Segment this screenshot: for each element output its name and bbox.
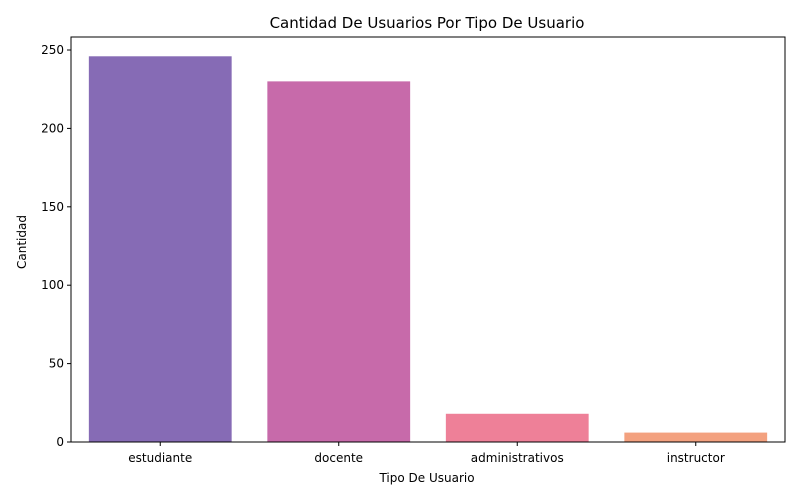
y-tick-label: 200 bbox=[41, 121, 64, 135]
y-tick-label: 50 bbox=[49, 357, 64, 371]
bars-group bbox=[88, 56, 768, 443]
y-axis-ticks: 0 50 100 150 200 250 bbox=[41, 43, 71, 449]
x-axis-ticks: estudiante docente administrativos instruct… bbox=[128, 442, 725, 465]
bar-instructor bbox=[624, 432, 768, 442]
x-tick-label-estudiante: estudiante bbox=[128, 451, 192, 465]
axes-group bbox=[70, 36, 786, 443]
bar-estudiante bbox=[88, 56, 232, 442]
y-tick-label: 250 bbox=[41, 43, 64, 57]
x-tick-label-instructor: instructor bbox=[667, 451, 725, 465]
bar-administrativos bbox=[445, 413, 589, 442]
axes-frame bbox=[70, 36, 786, 443]
x-tick-label-administrativos: administrativos bbox=[471, 451, 564, 465]
bar-docente bbox=[267, 81, 411, 443]
y-tick-label: 150 bbox=[41, 200, 64, 214]
x-axis-label: Tipo De Usuario bbox=[378, 471, 474, 485]
chart-title: Cantidad De Usuarios Por Tipo De Usuario bbox=[270, 14, 585, 32]
y-axis-label: Cantidad bbox=[15, 215, 29, 269]
y-tick-label: 0 bbox=[56, 435, 64, 449]
x-tick-label-docente: docente bbox=[314, 451, 363, 465]
y-tick-label: 100 bbox=[41, 278, 64, 292]
